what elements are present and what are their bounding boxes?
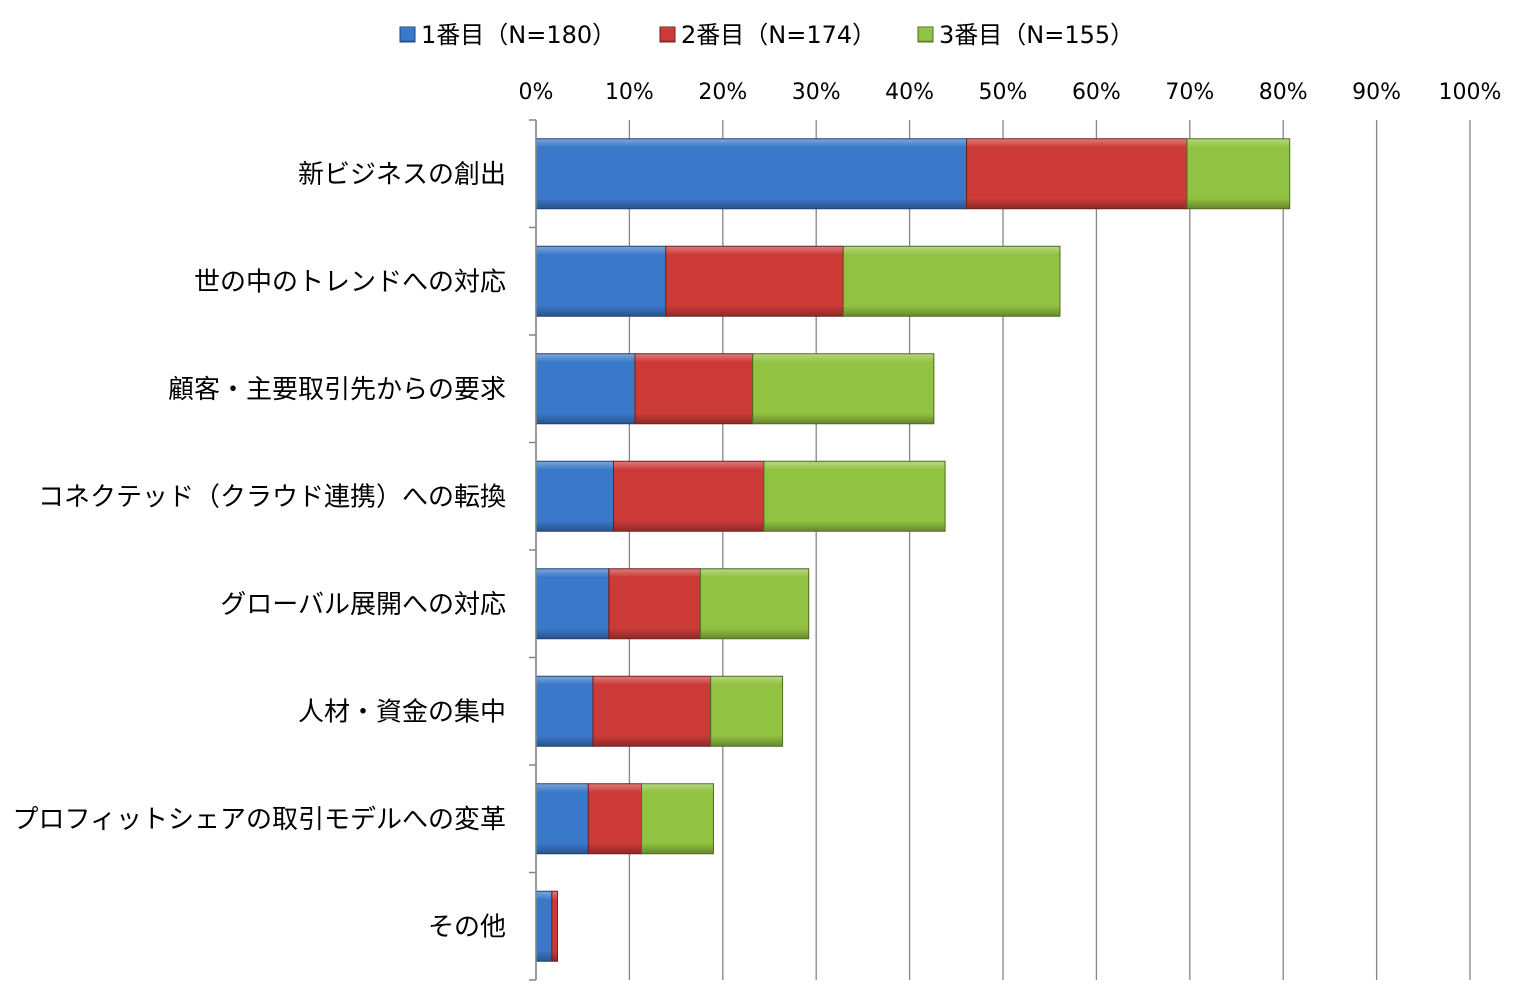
- bar-segment: [587, 783, 643, 855]
- bar-segment: [535, 353, 636, 425]
- x-tick-label: 10%: [605, 80, 654, 105]
- category-label: 世の中のトレンドへの対応: [194, 267, 506, 297]
- bar-segment: [842, 245, 1061, 317]
- bar-segment: [634, 353, 754, 425]
- bar-segment: [641, 783, 714, 855]
- category-label: 人材・資金の集中: [298, 697, 506, 727]
- category-label: コネクテッド（クラウド連携）への転換: [38, 482, 506, 512]
- bar-segment: [763, 460, 946, 532]
- x-tick-label: 0%: [519, 80, 554, 105]
- bar-segment: [665, 245, 844, 317]
- legend-label: 3番目（N=155）: [939, 21, 1134, 49]
- legend-swatch: [399, 26, 416, 43]
- x-tick-label: 20%: [698, 80, 747, 105]
- category-label: 顧客・主要取引先からの要求: [168, 375, 506, 405]
- bar-segment: [535, 568, 610, 640]
- bar-segment: [699, 568, 810, 640]
- x-tick-label: 100%: [1439, 80, 1502, 105]
- bar-segment: [608, 568, 701, 640]
- bar-segment: [592, 675, 712, 747]
- bar-segment: [710, 675, 784, 747]
- y-axis: [529, 119, 537, 981]
- bar-segment: [535, 675, 594, 747]
- bar-segment: [966, 138, 1188, 210]
- x-tick-label: 70%: [1165, 80, 1214, 105]
- bar-segment: [613, 460, 765, 532]
- x-tick-label: 30%: [792, 80, 841, 105]
- bars: [535, 138, 1291, 962]
- bar-segment: [535, 138, 968, 210]
- bar-segment: [752, 353, 935, 425]
- legend-label: 2番目（N=174）: [681, 21, 876, 49]
- bar-segment: [535, 890, 553, 962]
- legend-label: 1番目（N=180）: [421, 21, 616, 49]
- category-label: グローバル展開への対応: [220, 590, 506, 620]
- bar-segment: [535, 460, 615, 532]
- bar-segment: [551, 890, 558, 962]
- bar-segment: [535, 245, 667, 317]
- x-axis-ticks: 0% 10% 20% 30% 40% 50% 60% 70% 80% 90% 100%: [519, 80, 1502, 105]
- category-label: その他: [428, 912, 506, 942]
- x-tick-label: 50%: [979, 80, 1028, 105]
- x-tick-label: 90%: [1352, 80, 1401, 105]
- bar-segment: [535, 783, 589, 855]
- legend-swatch: [659, 26, 676, 43]
- legend-swatch: [917, 26, 934, 43]
- x-tick-label: 80%: [1259, 80, 1308, 105]
- bar-segment: [1186, 138, 1291, 210]
- category-labels: 新ビジネスの創出世の中のトレンドへの対応顧客・主要取引先からの要求コネクテッド（…: [13, 160, 506, 943]
- legend: 1番目（N=180） 2番目（N=174） 3番目（N=155）: [399, 21, 1134, 49]
- x-tick-label: 60%: [1072, 80, 1121, 105]
- category-label: 新ビジネスの創出: [298, 160, 506, 190]
- category-label: プロフィットシェアの取引モデルへの変革: [13, 805, 506, 835]
- x-tick-label: 40%: [885, 80, 934, 105]
